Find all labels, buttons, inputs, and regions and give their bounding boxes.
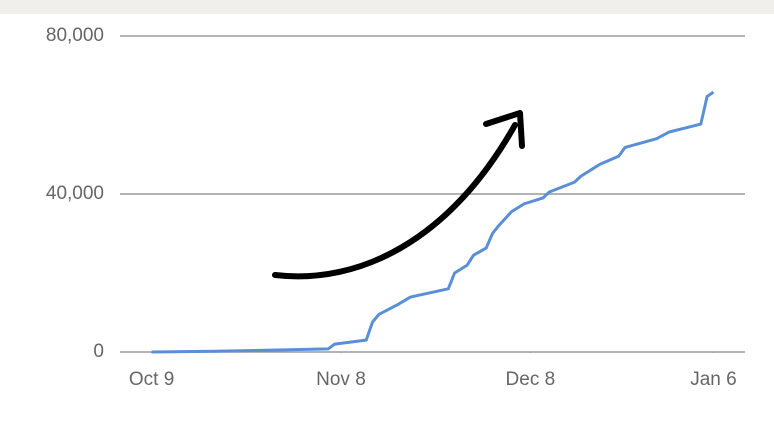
x-tick-label: Jan 6 bbox=[690, 369, 736, 390]
arrow bbox=[272, 122, 518, 280]
plot: 0 40,000 80,000 Oct 9 Nov 8 Dec 8 Jan 6 bbox=[46, 25, 745, 390]
line bbox=[151, 90, 715, 354]
y-tick-label: 40,000 bbox=[46, 183, 104, 204]
arrow-head bbox=[483, 110, 525, 149]
x-tick-label: Dec 8 bbox=[506, 369, 556, 390]
y-tick-label: 80,000 bbox=[46, 25, 104, 46]
top-band bbox=[0, 0, 774, 14]
x-tick-label: Oct 9 bbox=[129, 369, 174, 390]
x-tick-label: Nov 8 bbox=[316, 369, 366, 390]
y-tick-label: 0 bbox=[93, 341, 104, 362]
